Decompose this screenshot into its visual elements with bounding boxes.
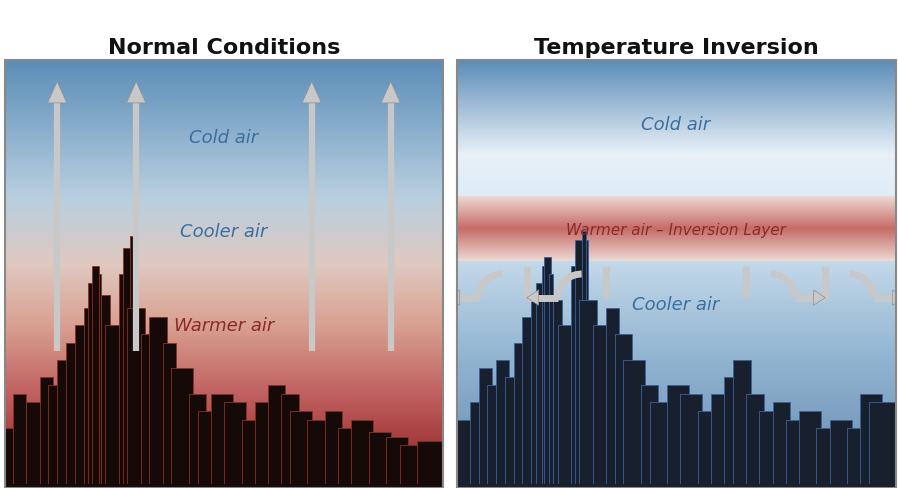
Bar (255, 403, 272, 488)
Bar (724, 377, 742, 488)
Bar (66, 343, 79, 488)
Bar (119, 274, 131, 488)
Bar (163, 343, 176, 488)
Bar (536, 283, 544, 488)
Bar (400, 445, 421, 488)
Bar (606, 309, 619, 488)
Bar (680, 394, 702, 488)
Bar (531, 300, 540, 488)
Bar (88, 283, 96, 488)
Bar (149, 317, 166, 488)
Bar (123, 249, 136, 488)
Bar (734, 360, 751, 488)
Bar (487, 386, 500, 488)
Polygon shape (381, 82, 400, 104)
Bar (505, 377, 518, 488)
Bar (549, 274, 554, 488)
Bar (26, 403, 44, 488)
Bar (470, 403, 483, 488)
Text: Cold air: Cold air (642, 116, 711, 134)
Bar (93, 266, 99, 488)
Bar (786, 420, 804, 488)
Bar (101, 296, 110, 488)
Bar (847, 428, 865, 488)
Bar (22, 411, 35, 488)
Bar (575, 241, 589, 488)
Bar (479, 368, 491, 488)
Bar (308, 420, 329, 488)
Bar (171, 368, 194, 488)
Bar (386, 437, 409, 488)
Bar (281, 394, 299, 488)
Bar (711, 394, 729, 488)
Bar (58, 360, 75, 488)
Bar (241, 420, 259, 488)
Bar (799, 411, 821, 488)
Bar (554, 300, 562, 488)
Bar (581, 232, 586, 488)
Bar (746, 394, 764, 488)
Bar (456, 420, 474, 488)
Bar (369, 432, 391, 488)
Text: Cooler air: Cooler air (180, 223, 267, 241)
Bar (14, 394, 26, 488)
Bar (4, 484, 444, 488)
Bar (542, 266, 549, 488)
Text: Warmer air: Warmer air (174, 317, 274, 335)
Bar (198, 411, 215, 488)
Bar (75, 326, 88, 488)
Bar (99, 274, 101, 488)
Bar (667, 386, 689, 488)
Bar (615, 334, 632, 488)
Text: Warmer air – Inversion Layer: Warmer air – Inversion Layer (566, 222, 786, 237)
Bar (571, 266, 584, 488)
Bar (860, 394, 882, 488)
Polygon shape (448, 290, 460, 305)
Bar (650, 403, 671, 488)
Polygon shape (302, 82, 321, 104)
Bar (105, 326, 123, 488)
Bar (351, 420, 374, 488)
Polygon shape (48, 82, 67, 104)
Bar (130, 236, 134, 488)
Bar (816, 428, 834, 488)
Polygon shape (127, 82, 146, 104)
Bar (224, 403, 246, 488)
Bar (325, 411, 343, 488)
Bar (830, 420, 851, 488)
Bar (84, 309, 93, 488)
Polygon shape (814, 290, 825, 305)
Polygon shape (893, 290, 900, 305)
Bar (496, 360, 509, 488)
Text: Cooler air: Cooler air (633, 295, 720, 313)
Bar (772, 403, 790, 488)
Text: Cold air: Cold air (189, 129, 258, 147)
Bar (417, 441, 444, 488)
Bar (456, 484, 896, 488)
Bar (580, 300, 597, 488)
Bar (592, 326, 610, 488)
Bar (40, 377, 53, 488)
Bar (544, 258, 551, 488)
Bar (338, 428, 356, 488)
Bar (49, 386, 61, 488)
Bar (128, 309, 145, 488)
Bar (189, 394, 206, 488)
Title: Temperature Inversion: Temperature Inversion (534, 38, 818, 58)
Bar (4, 428, 22, 488)
Bar (522, 317, 536, 488)
Bar (268, 386, 285, 488)
Bar (140, 334, 158, 488)
Polygon shape (526, 290, 539, 305)
Bar (760, 411, 777, 488)
Bar (624, 360, 645, 488)
Bar (641, 386, 659, 488)
Bar (514, 343, 526, 488)
Bar (557, 326, 575, 488)
Bar (869, 403, 896, 488)
Bar (211, 394, 233, 488)
Title: Normal Conditions: Normal Conditions (108, 38, 340, 58)
Bar (698, 411, 716, 488)
Bar (290, 411, 311, 488)
